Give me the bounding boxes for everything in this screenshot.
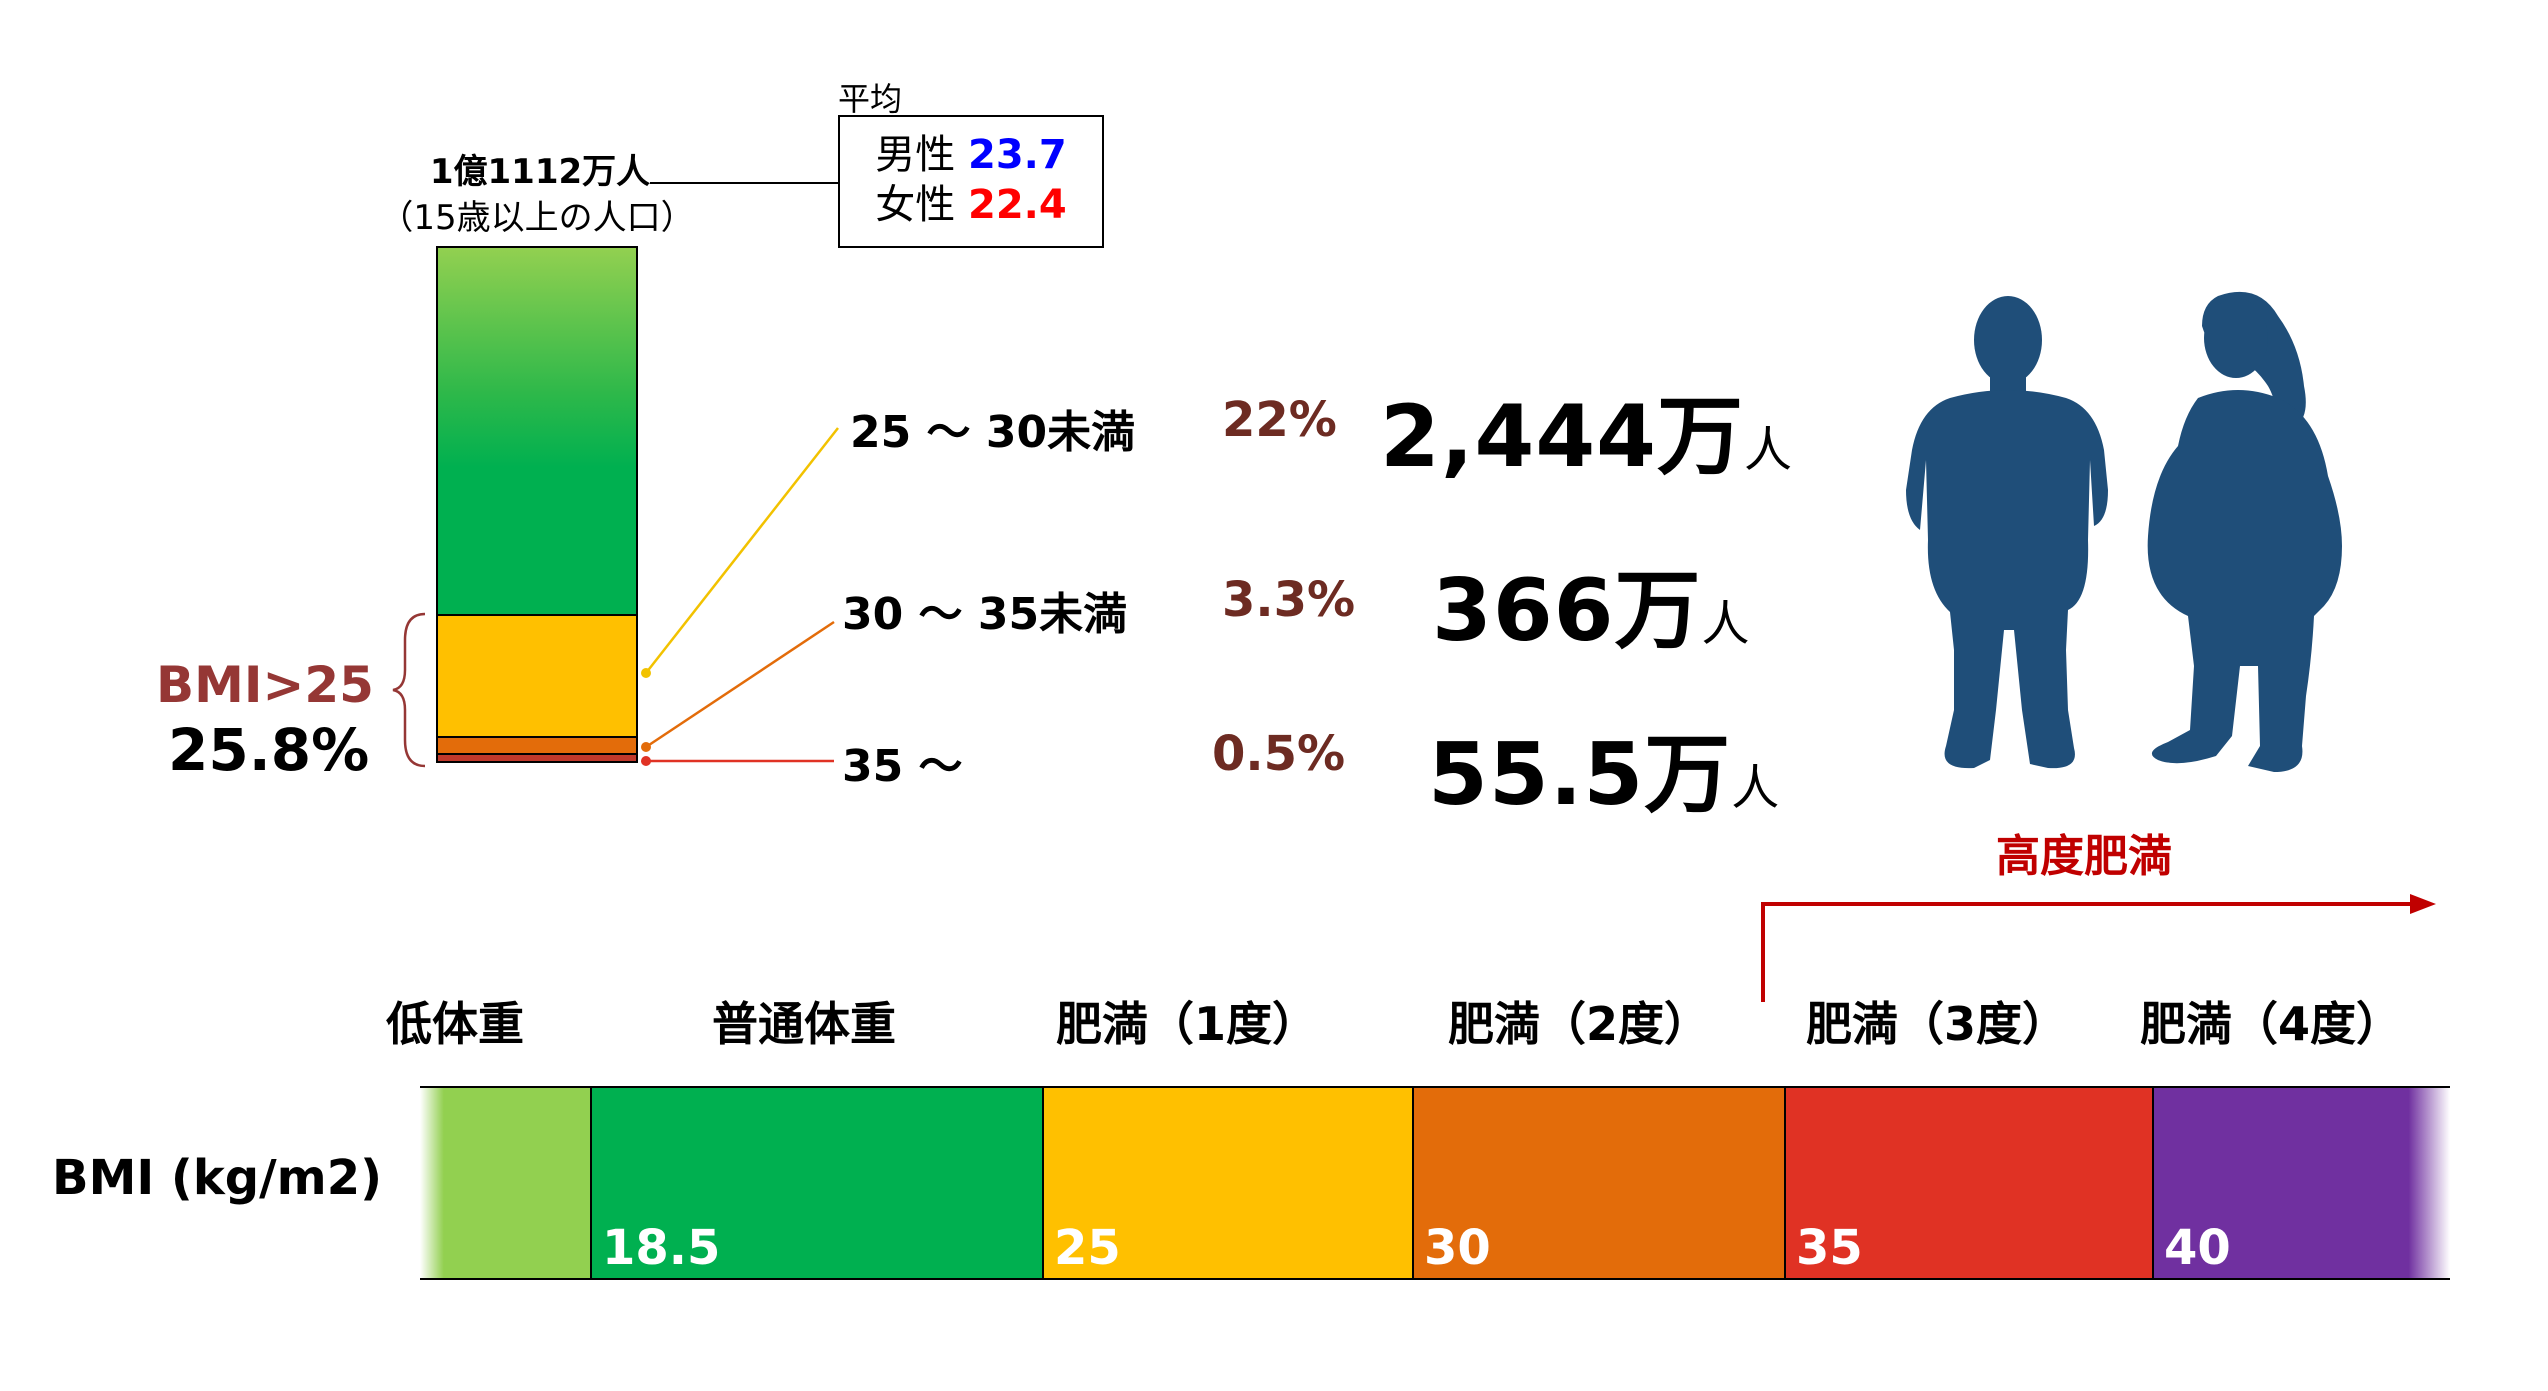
category-percent-30-35: 3.3% [1222,572,1356,628]
count-unit: 人 [1701,596,1751,652]
band-underweight [420,1086,590,1280]
band-obese1: 25 [1042,1086,1412,1280]
severe-obesity-label: 高度肥満 [1996,831,2172,882]
category-range-25-30: 25 ～ 30未満 [850,407,1136,458]
band-obese3: 35 [1784,1086,2152,1280]
band-obese2: 30 [1412,1086,1784,1280]
category-percent-25-30: 22% [1222,392,1337,448]
category-count-25-30: 2,444万人 [1380,366,1793,491]
bmi-scale: 18.5 25 30 35 40 [420,1086,2450,1280]
average-title: 平均 [838,80,903,118]
count-unit: 人 [1744,422,1794,478]
category-percent-35-plus: 0.5% [1212,726,1346,782]
average-male-row: 男性 23.7 [840,131,1102,179]
band-value: 25 [1054,1220,1121,1276]
band-value: 40 [2164,1220,2231,1276]
category-range-30-35: 30 ～ 35未満 [842,589,1128,640]
male-value: 23.7 [968,132,1067,178]
average-female-row: 女性 22.4 [840,181,1102,229]
population-total: 1億1112万人 [429,152,651,192]
band-value: 30 [1424,1220,1491,1276]
count-value: 366万 [1432,561,1702,661]
count-value: 55.5万 [1428,725,1732,825]
bar-segment-35-plus [438,753,636,761]
scale-heading-obese1: 肥満（1度） [1056,997,1319,1051]
population-note: （15歳以上の人口） [379,198,695,238]
band-value: 18.5 [602,1220,721,1276]
band-normal: 18.5 [590,1086,1042,1280]
female-label: 女性 [875,182,956,228]
scale-heading-obese2: 肥満（2度） [1448,997,1711,1051]
count-unit: 人 [1731,760,1781,816]
scale-heading-normal: 普通体重 [712,997,896,1051]
category-count-35-plus: 55.5万人 [1428,704,1780,829]
bar-segment-30-35 [438,736,636,753]
band-value: 35 [1796,1220,1863,1276]
bar-segment-under-25 [438,248,636,614]
band-obese4: 40 [2152,1086,2450,1280]
category-count-30-35: 366万人 [1432,540,1751,665]
bar-segment-25-30 [438,614,636,736]
count-value: 2,444万 [1380,387,1745,487]
scale-heading-underweight: 低体重 [386,997,524,1051]
bmi-over-25-label: BMI>25 [156,656,374,714]
average-box: 男性 23.7 女性 22.4 [838,115,1104,248]
category-range-35-plus: 35 ～ [842,741,963,792]
arrow-right-icon [1761,894,2436,1002]
population-stacked-bar [436,246,638,763]
female-silhouette-icon [2147,291,2342,772]
male-label: 男性 [875,132,956,178]
scale-heading-obese4: 肥満（4度） [2140,997,2403,1051]
scale-heading-obese3: 肥満（3度） [1806,997,2069,1051]
bmi-axis-label: BMI (kg/m2) [52,1150,383,1206]
bmi-over-25-percent: 25.8% [168,716,370,784]
female-value: 22.4 [968,182,1067,228]
male-silhouette-icon [1906,296,2108,769]
